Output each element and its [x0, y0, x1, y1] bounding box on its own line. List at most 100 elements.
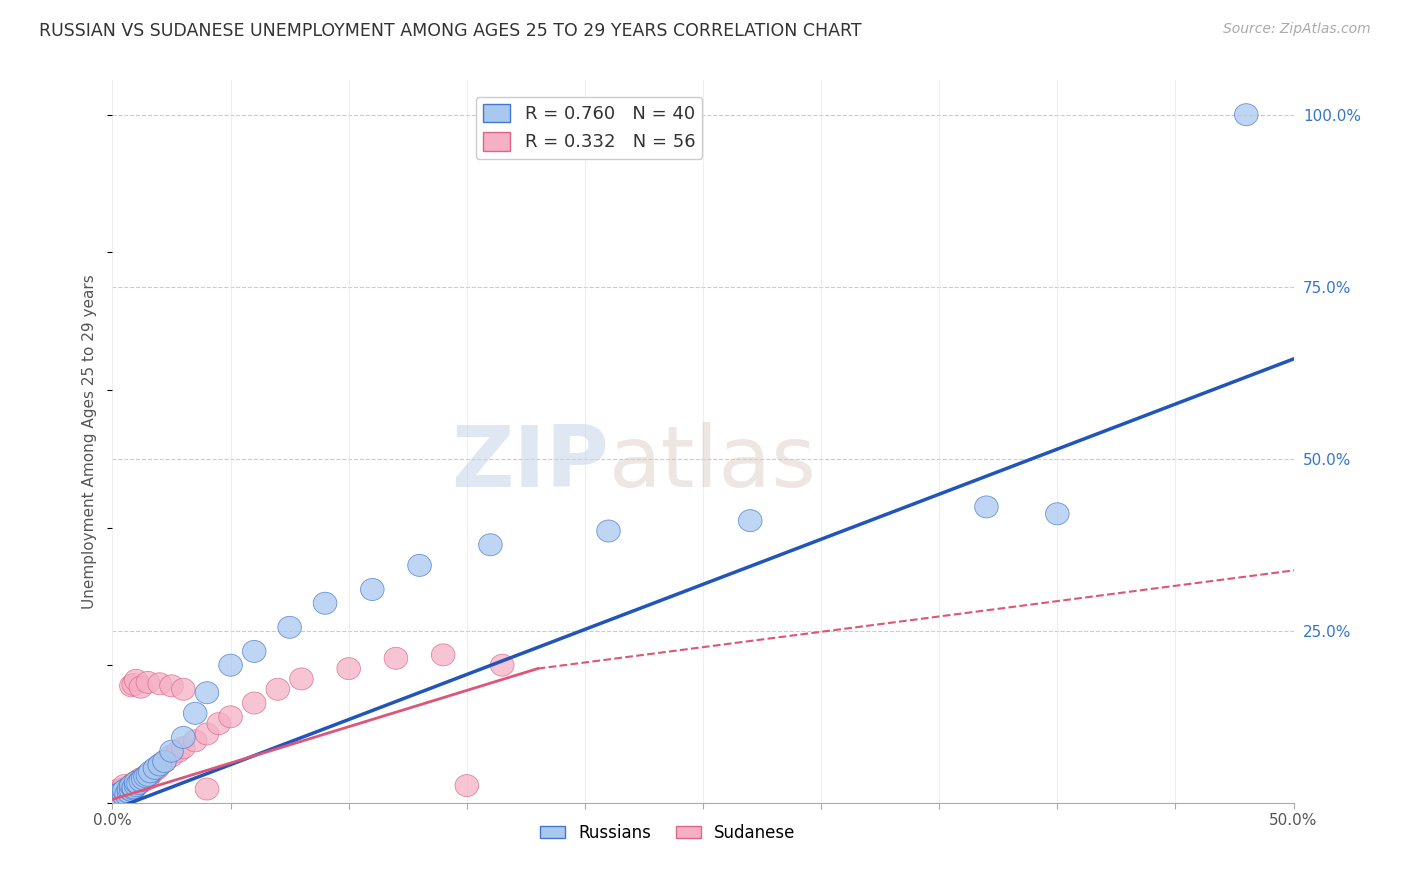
- Ellipse shape: [110, 781, 134, 804]
- Ellipse shape: [117, 781, 141, 804]
- Ellipse shape: [110, 778, 134, 800]
- Ellipse shape: [160, 745, 183, 767]
- Ellipse shape: [195, 723, 219, 745]
- Text: atlas: atlas: [609, 422, 817, 505]
- Ellipse shape: [148, 754, 172, 776]
- Ellipse shape: [143, 759, 167, 780]
- Ellipse shape: [124, 669, 148, 691]
- Ellipse shape: [115, 781, 138, 804]
- Ellipse shape: [110, 781, 134, 804]
- Ellipse shape: [207, 713, 231, 735]
- Ellipse shape: [117, 780, 141, 801]
- Ellipse shape: [183, 730, 207, 752]
- Ellipse shape: [1046, 503, 1069, 524]
- Ellipse shape: [120, 774, 143, 797]
- Y-axis label: Unemployment Among Ages 25 to 29 years: Unemployment Among Ages 25 to 29 years: [82, 274, 97, 609]
- Ellipse shape: [112, 785, 136, 807]
- Ellipse shape: [134, 765, 157, 788]
- Ellipse shape: [131, 768, 155, 789]
- Ellipse shape: [129, 772, 153, 793]
- Ellipse shape: [129, 676, 153, 698]
- Ellipse shape: [153, 750, 176, 772]
- Ellipse shape: [148, 754, 172, 776]
- Ellipse shape: [122, 778, 146, 800]
- Ellipse shape: [360, 579, 384, 600]
- Ellipse shape: [242, 692, 266, 714]
- Ellipse shape: [136, 764, 160, 786]
- Ellipse shape: [105, 783, 129, 805]
- Ellipse shape: [105, 780, 129, 801]
- Ellipse shape: [314, 592, 337, 615]
- Ellipse shape: [167, 740, 190, 762]
- Ellipse shape: [136, 768, 160, 789]
- Ellipse shape: [290, 668, 314, 690]
- Ellipse shape: [127, 770, 150, 792]
- Ellipse shape: [124, 772, 148, 793]
- Ellipse shape: [129, 770, 153, 792]
- Ellipse shape: [124, 774, 148, 797]
- Ellipse shape: [141, 761, 165, 783]
- Ellipse shape: [266, 678, 290, 700]
- Ellipse shape: [124, 772, 148, 793]
- Text: RUSSIAN VS SUDANESE UNEMPLOYMENT AMONG AGES 25 TO 29 YEARS CORRELATION CHART: RUSSIAN VS SUDANESE UNEMPLOYMENT AMONG A…: [39, 22, 862, 40]
- Ellipse shape: [160, 675, 183, 697]
- Ellipse shape: [112, 780, 136, 801]
- Ellipse shape: [127, 772, 150, 795]
- Ellipse shape: [115, 783, 138, 805]
- Ellipse shape: [120, 778, 143, 800]
- Ellipse shape: [337, 657, 360, 680]
- Ellipse shape: [108, 786, 131, 808]
- Ellipse shape: [103, 785, 127, 807]
- Ellipse shape: [242, 640, 266, 663]
- Ellipse shape: [134, 765, 157, 788]
- Ellipse shape: [103, 785, 127, 807]
- Ellipse shape: [432, 644, 456, 665]
- Ellipse shape: [478, 533, 502, 556]
- Ellipse shape: [138, 761, 162, 783]
- Legend: Russians, Sudanese: Russians, Sudanese: [533, 817, 803, 848]
- Ellipse shape: [153, 750, 176, 772]
- Ellipse shape: [129, 768, 153, 789]
- Ellipse shape: [117, 777, 141, 798]
- Ellipse shape: [596, 520, 620, 542]
- Ellipse shape: [384, 648, 408, 669]
- Ellipse shape: [148, 673, 172, 695]
- Ellipse shape: [108, 786, 131, 808]
- Ellipse shape: [115, 778, 138, 800]
- Ellipse shape: [122, 777, 146, 798]
- Ellipse shape: [105, 783, 129, 805]
- Ellipse shape: [143, 757, 167, 780]
- Ellipse shape: [195, 778, 219, 800]
- Ellipse shape: [136, 764, 160, 786]
- Ellipse shape: [183, 702, 207, 724]
- Ellipse shape: [219, 654, 242, 676]
- Ellipse shape: [112, 774, 136, 797]
- Ellipse shape: [120, 780, 143, 801]
- Ellipse shape: [456, 774, 478, 797]
- Ellipse shape: [278, 616, 301, 639]
- Ellipse shape: [408, 555, 432, 576]
- Ellipse shape: [974, 496, 998, 518]
- Ellipse shape: [138, 763, 162, 785]
- Ellipse shape: [124, 774, 148, 797]
- Ellipse shape: [122, 777, 146, 798]
- Text: ZIP: ZIP: [451, 422, 609, 505]
- Ellipse shape: [195, 681, 219, 704]
- Ellipse shape: [122, 673, 146, 696]
- Ellipse shape: [112, 783, 136, 805]
- Ellipse shape: [172, 737, 195, 759]
- Ellipse shape: [172, 678, 195, 700]
- Text: Source: ZipAtlas.com: Source: ZipAtlas.com: [1223, 22, 1371, 37]
- Ellipse shape: [120, 774, 143, 797]
- Ellipse shape: [122, 772, 146, 795]
- Ellipse shape: [120, 675, 143, 697]
- Ellipse shape: [172, 726, 195, 748]
- Ellipse shape: [738, 509, 762, 532]
- Ellipse shape: [146, 757, 169, 780]
- Ellipse shape: [131, 770, 155, 792]
- Ellipse shape: [160, 740, 183, 762]
- Ellipse shape: [1234, 103, 1258, 126]
- Ellipse shape: [136, 672, 160, 693]
- Ellipse shape: [117, 778, 141, 800]
- Ellipse shape: [219, 706, 242, 728]
